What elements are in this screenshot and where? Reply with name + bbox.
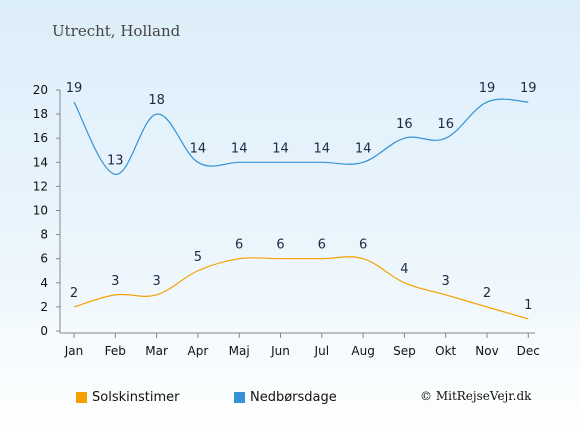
data-label: 3: [111, 274, 119, 289]
data-label: 18: [148, 93, 165, 108]
legend-item-rain: Nedbørsdage: [234, 390, 337, 405]
data-label: 14: [190, 141, 207, 156]
data-label: 19: [66, 81, 83, 96]
x-tick-label: Nov: [475, 344, 498, 358]
x-tick-label: Jun: [270, 344, 290, 358]
x-axis-ticks: Jan Feb Mar Apr Maj Jun Jul Aug Sep Okt Nov Dec: [64, 333, 540, 358]
data-label: 14: [355, 141, 372, 156]
data-label: 2: [483, 286, 491, 301]
x-tick-label: Mar: [145, 344, 168, 358]
y-tick-label: 16: [33, 131, 48, 145]
legend-item-sunshine: Solskinstimer: [76, 390, 179, 405]
legend-swatch-sunshine: [76, 392, 87, 403]
x-tick-label: Dec: [517, 344, 540, 358]
data-label: 19: [520, 81, 537, 96]
copyright-text: © MitRejseVejr.dk: [420, 389, 532, 403]
chart-title: Utrecht, Holland: [52, 22, 181, 40]
data-label: 6: [235, 238, 243, 253]
data-label: 16: [396, 117, 413, 132]
data-label: 14: [272, 141, 289, 156]
y-tick-label: 2: [40, 300, 48, 314]
y-tick-label: 8: [40, 228, 48, 242]
y-tick-label: 6: [40, 252, 48, 266]
x-tick-label: Apr: [188, 344, 209, 358]
legend-label-sunshine: Solskinstimer: [92, 390, 180, 405]
y-axis-ticks: 0 2 4 6 8 10 12 14 16 18 20: [33, 83, 60, 338]
y-tick-label: 20: [33, 83, 48, 97]
x-tick-label: Sep: [393, 344, 416, 358]
data-label: 19: [479, 81, 496, 96]
data-label: 5: [194, 250, 202, 265]
legend-swatch-rain: [234, 392, 245, 403]
data-label: 14: [231, 141, 248, 156]
y-tick-label: 14: [33, 155, 48, 169]
data-label: 4: [400, 262, 408, 277]
x-tick-label: Feb: [105, 344, 126, 358]
legend-label-rain: Nedbørsdage: [250, 390, 337, 405]
y-tick-label: 12: [33, 179, 48, 193]
data-label: 13: [107, 153, 124, 168]
data-label: 3: [442, 274, 450, 289]
data-label: 6: [318, 238, 326, 253]
y-tick-label: 0: [40, 324, 48, 338]
x-tick-label: Maj: [229, 344, 250, 358]
series-line-0: [73, 256, 529, 320]
y-tick-label: 4: [40, 276, 48, 290]
x-tick-label: Okt: [435, 344, 456, 358]
data-label: 6: [359, 238, 367, 253]
series-line-1: [73, 98, 529, 175]
data-label: 2: [70, 286, 78, 301]
x-tick-label: Jul: [314, 344, 329, 358]
data-label: 6: [276, 238, 284, 253]
data-label: 1: [524, 298, 532, 313]
x-tick-label: Jan: [64, 344, 84, 358]
y-tick-label: 10: [33, 204, 48, 218]
data-label: 14: [314, 141, 331, 156]
data-label: 3: [152, 274, 160, 289]
y-tick-label: 18: [33, 107, 48, 121]
x-tick-label: Aug: [351, 344, 374, 358]
series-layer: 2 3 3 5 6 6 6 6 4 3 2 1 19 13 18 14 14 14 14 14 16 16 19 19: [66, 81, 537, 320]
data-label: 16: [437, 117, 454, 132]
